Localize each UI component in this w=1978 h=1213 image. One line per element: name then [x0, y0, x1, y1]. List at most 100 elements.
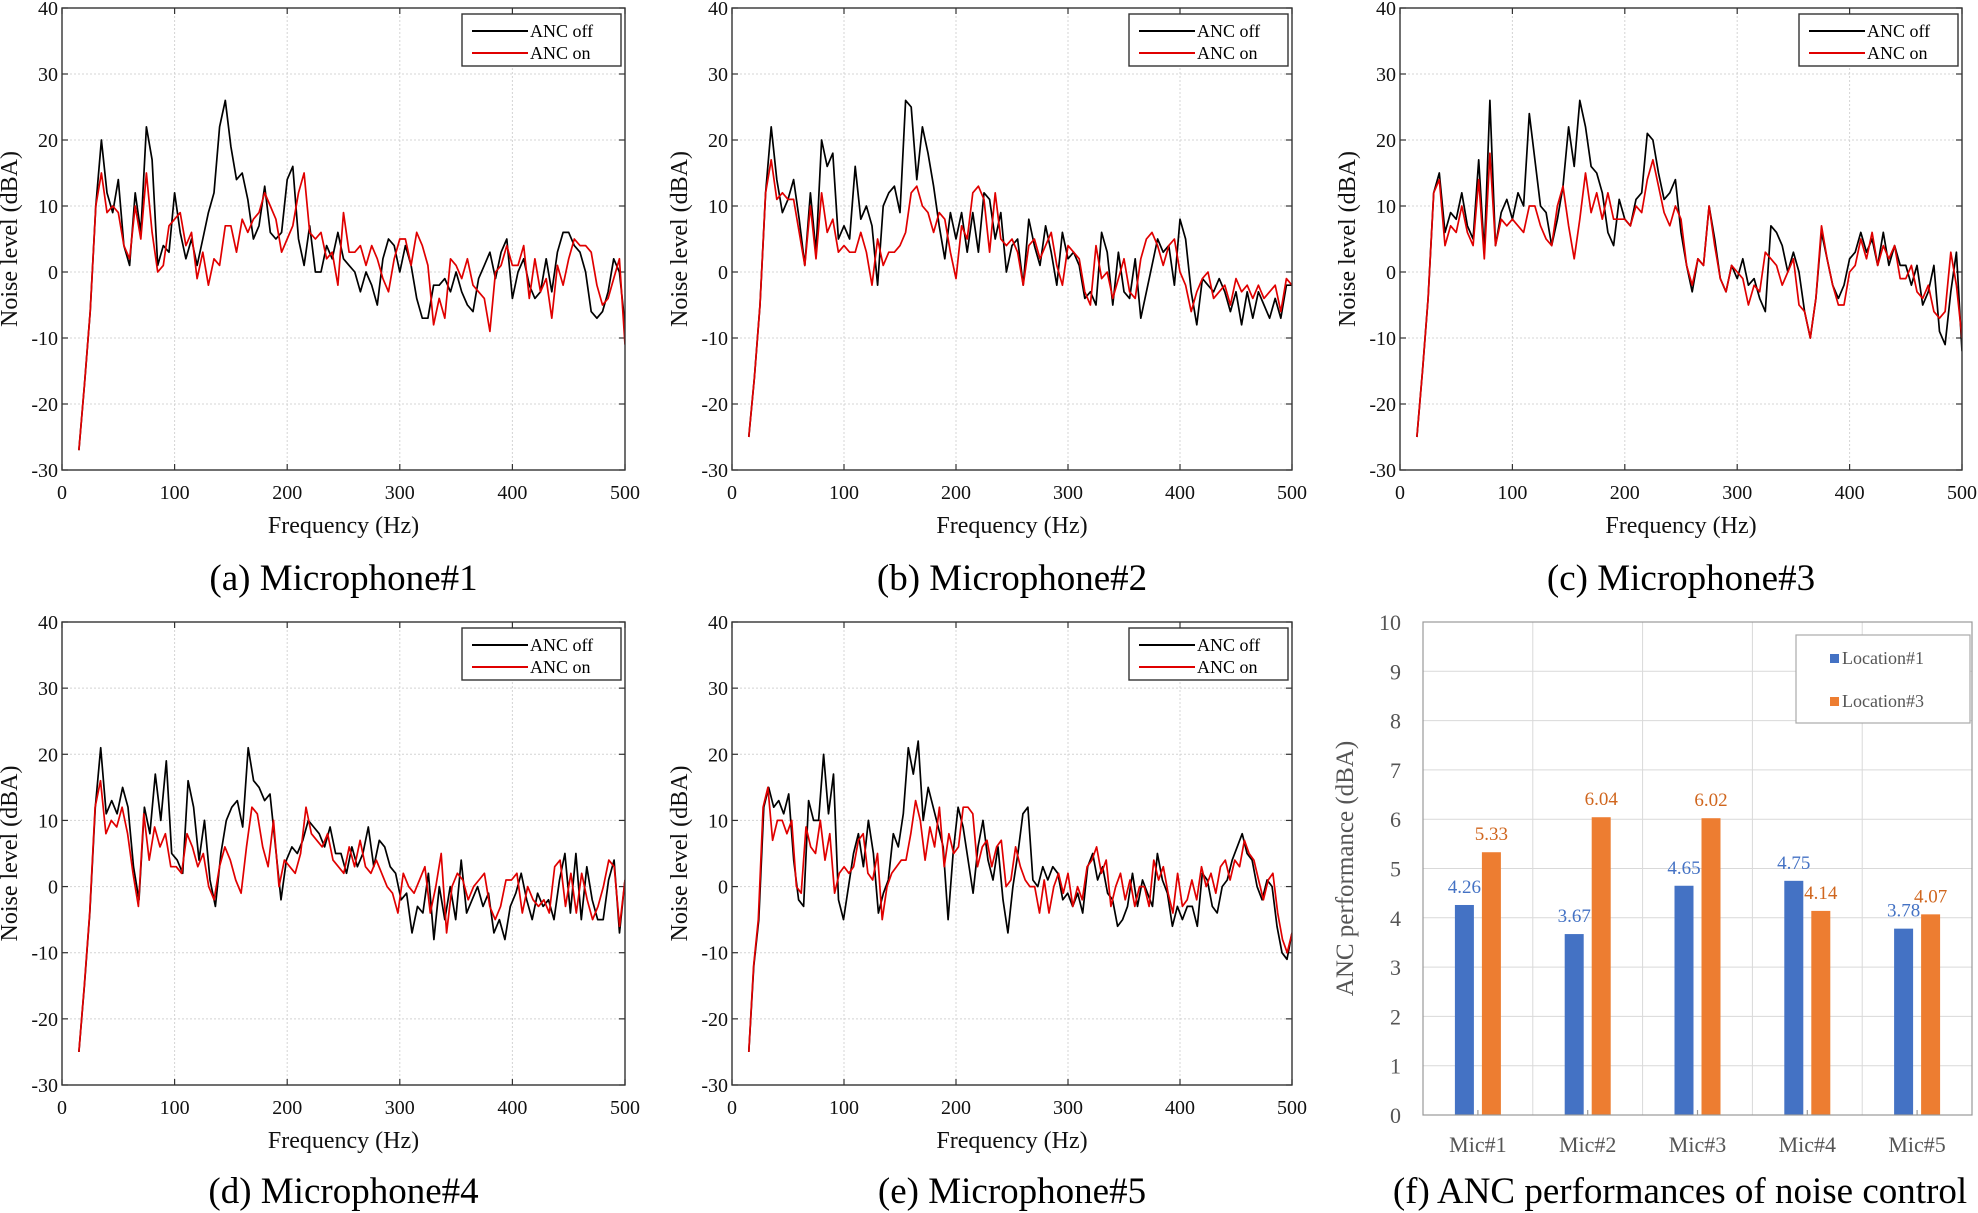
series-line-anc-off — [78, 99, 625, 451]
bar-value-label: 6.02 — [1694, 790, 1727, 811]
y-tick-label: 10 — [1376, 196, 1396, 218]
legend-label: ANC off — [530, 21, 593, 41]
bar-value-label: 4.26 — [1448, 877, 1481, 898]
y-tick-label: 30 — [708, 64, 728, 86]
x-axis-label: Frequency (Hz) — [1605, 513, 1756, 539]
x-tick-label: 500 — [1277, 482, 1307, 504]
legend-label: ANC off — [1197, 635, 1260, 655]
x-tick-label: 500 — [1277, 1097, 1307, 1119]
legend-label: ANC on — [1197, 43, 1258, 63]
bar-location1-mic4 — [1784, 880, 1804, 1115]
bar-location3-mic4 — [1811, 910, 1831, 1115]
panel-caption: (f) ANC performances of noise control — [1393, 1171, 1967, 1212]
y-tick-label: 6 — [1390, 807, 1401, 832]
bar-value-label: 4.75 — [1777, 853, 1810, 874]
y-tick-label: 3 — [1390, 955, 1401, 980]
y-tick-label: 2 — [1390, 1004, 1401, 1029]
x-axis-label: Frequency (Hz) — [268, 513, 419, 539]
legend-label: ANC on — [1197, 657, 1258, 677]
y-tick-label: 10 — [708, 810, 728, 832]
series-line-anc-on — [747, 786, 1292, 1052]
y-tick-label: 0 — [1390, 1103, 1401, 1128]
legend-label: ANC off — [1867, 21, 1930, 41]
y-tick-label: -10 — [31, 943, 58, 965]
series-line-anc-on — [78, 779, 625, 1052]
x-tick-label: Mic#5 — [1888, 1132, 1945, 1157]
bar-location3-mic1 — [1481, 852, 1501, 1115]
x-tick-label: 0 — [727, 1097, 737, 1119]
x-tick-label: 300 — [1722, 482, 1752, 504]
x-tick-label: 200 — [941, 482, 971, 504]
legend: Location#1 Location#3 — [1795, 634, 1971, 724]
legend-label: ANC on — [530, 657, 591, 677]
panel-caption: (b) Microphone#2 — [877, 558, 1147, 599]
y-tick-label: 0 — [718, 262, 728, 284]
y-tick-label: -30 — [1369, 460, 1396, 482]
x-tick-label: Mic#2 — [1559, 1132, 1616, 1157]
x-tick-label: 200 — [1610, 482, 1640, 504]
y-tick-label: 10 — [38, 810, 58, 832]
x-tick-label: 400 — [1835, 482, 1865, 504]
y-tick-label: 30 — [38, 678, 58, 700]
x-tick-label: 500 — [610, 482, 640, 504]
y-tick-label: -20 — [701, 1009, 728, 1031]
x-tick-label: 0 — [727, 482, 737, 504]
y-tick-label: 1 — [1390, 1054, 1401, 1079]
x-tick-label: 400 — [1165, 482, 1195, 504]
legend-label: Location#3 — [1842, 691, 1924, 711]
series-line-anc-off — [1416, 99, 1962, 438]
x-tick-label: 0 — [57, 482, 67, 504]
plot-frame — [1422, 621, 1973, 1116]
y-tick-label: -30 — [31, 460, 58, 482]
y-axis-label: Noise level (dBA) — [0, 151, 23, 327]
y-tick-label: 20 — [38, 744, 58, 766]
legend-swatch — [1830, 654, 1839, 663]
legend-box — [1128, 627, 1289, 681]
bar-value-label: 4.07 — [1914, 886, 1947, 907]
plot-frame — [731, 7, 1293, 471]
x-tick-label: 200 — [272, 1097, 302, 1119]
y-tick-label: 40 — [38, 612, 58, 634]
y-tick-label: 10 — [708, 196, 728, 218]
y-tick-label: 20 — [708, 744, 728, 766]
x-tick-label: 100 — [829, 1097, 859, 1119]
bar-location3-mic3 — [1701, 818, 1721, 1115]
x-tick-label: 0 — [57, 1097, 67, 1119]
x-tick-label: 300 — [1053, 482, 1083, 504]
bar-location1-mic2 — [1564, 934, 1584, 1115]
y-tick-label: 40 — [38, 0, 58, 20]
y-tick-label: 30 — [1376, 64, 1396, 86]
y-tick-label: -20 — [701, 394, 728, 416]
x-tick-label: Mic#4 — [1779, 1132, 1836, 1157]
bar-location1-mic5 — [1894, 928, 1914, 1115]
plot-frame — [731, 621, 1293, 1086]
x-tick-label: 100 — [160, 482, 190, 504]
y-tick-label: 30 — [38, 64, 58, 86]
legend-box — [1798, 13, 1959, 67]
panel-caption: (a) Microphone#1 — [209, 558, 477, 599]
x-tick-label: 100 — [829, 482, 859, 504]
y-tick-label: 5 — [1390, 857, 1401, 882]
y-tick-label: -10 — [1369, 328, 1396, 350]
y-tick-label: -10 — [701, 328, 728, 350]
x-axis-label: Frequency (Hz) — [936, 513, 1087, 539]
y-tick-label: -20 — [1369, 394, 1396, 416]
x-tick-label: Mic#1 — [1449, 1132, 1506, 1157]
legend-box — [461, 627, 622, 681]
panel-f: 0 1 2 3 4 5 6 7 8 9 10 4.26 5.33 Mic#1 3.67 6.04 Mic#2 4.… — [1332, 610, 1973, 1212]
y-tick-label: 7 — [1390, 758, 1401, 783]
y-tick-label: -30 — [31, 1075, 58, 1097]
y-tick-label: 0 — [718, 877, 728, 899]
legend-label: ANC off — [1197, 21, 1260, 41]
legend-box — [461, 13, 622, 67]
series-line-anc-on — [78, 172, 625, 451]
y-tick-label: 0 — [1386, 262, 1396, 284]
y-tick-label: -30 — [701, 460, 728, 482]
x-tick-label: 500 — [1947, 482, 1977, 504]
bar-value-label: 4.65 — [1667, 858, 1700, 879]
y-tick-label: 40 — [708, 0, 728, 20]
y-tick-label: 4 — [1390, 906, 1401, 931]
